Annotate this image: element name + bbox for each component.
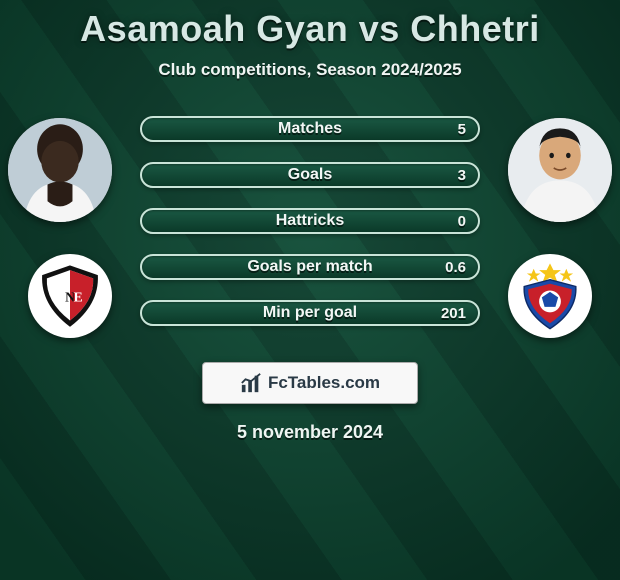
person-icon — [8, 118, 112, 222]
stat-bar: Goals per match0.6 — [140, 254, 480, 280]
stat-label: Min per goal — [142, 302, 478, 324]
stat-value-right: 0 — [446, 210, 478, 232]
stat-bar: Goals3 — [140, 162, 480, 188]
stat-bar: Matches5 — [140, 116, 480, 142]
svg-text:E: E — [74, 289, 83, 304]
club-left-badge: N E — [28, 254, 112, 338]
stat-label: Hattricks — [142, 210, 478, 232]
club-right-badge — [508, 254, 592, 338]
shield-icon — [516, 262, 584, 330]
stat-value-right: 5 — [446, 118, 478, 140]
subtitle: Club competitions, Season 2024/2025 — [0, 60, 620, 80]
stat-bars: Matches5Goals3Hattricks0Goals per match0… — [140, 116, 480, 326]
infographic-container: Asamoah Gyan vs Chhetri Club competition… — [0, 0, 620, 580]
brand-text: FcTables.com — [268, 373, 380, 393]
player-left-avatar — [8, 118, 112, 222]
page-title: Asamoah Gyan vs Chhetri — [0, 0, 620, 50]
stat-value-right: 201 — [429, 302, 478, 324]
comparison-area: N E Matches5 Goals3 Hattricks0 Goals per ma… — [0, 110, 620, 350]
stat-value-right: 0.6 — [433, 256, 478, 278]
stat-value-right: 3 — [446, 164, 478, 186]
shield-icon: N E — [36, 262, 104, 330]
brand-badge[interactable]: FcTables.com — [202, 362, 418, 404]
chart-icon — [240, 372, 262, 394]
stat-label: Goals — [142, 164, 478, 186]
stat-bar: Min per goal201 — [140, 300, 480, 326]
person-icon — [508, 118, 612, 222]
player-right-avatar — [508, 118, 612, 222]
date-text: 5 november 2024 — [0, 422, 620, 443]
stat-label: Goals per match — [142, 256, 478, 278]
stat-bar: Hattricks0 — [140, 208, 480, 234]
stat-label: Matches — [142, 118, 478, 140]
